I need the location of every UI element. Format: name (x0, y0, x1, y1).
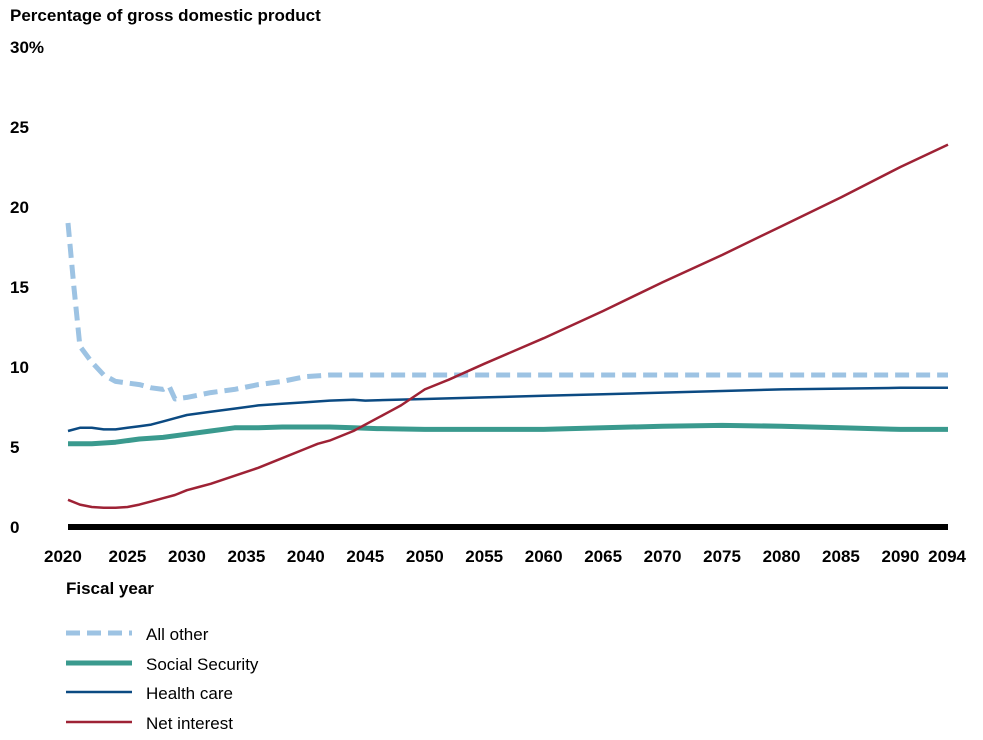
y-tick-label: 10 (10, 358, 29, 377)
x-tick-label: 2025 (109, 547, 147, 566)
x-tick-label: 2045 (346, 547, 384, 566)
x-tick-label: 2080 (763, 547, 801, 566)
x-tick-label: 2094 (928, 547, 966, 566)
legend-label: All other (146, 625, 209, 644)
x-tick-label: 2055 (465, 547, 503, 566)
x-tick-label: 2050 (406, 547, 444, 566)
x-tick-label: 2020 (44, 547, 82, 566)
series-layer (65, 143, 949, 510)
x-tick-label: 2070 (644, 547, 682, 566)
y-tick-label: 25 (10, 118, 29, 137)
series-line-all-other (65, 222, 948, 402)
series-line-social-security (68, 422, 948, 447)
x-tick-label: 2085 (822, 547, 860, 566)
x-tick-label: 2065 (584, 547, 622, 566)
x-tick-label: 2060 (525, 547, 563, 566)
series-line-net-interest (67, 143, 949, 510)
x-tick-label: 2030 (168, 547, 206, 566)
y-tick-label: 30% (10, 38, 44, 57)
y-axis-title: Percentage of gross domestic product (10, 6, 321, 25)
series-line-health-care (67, 386, 948, 433)
y-axis-ticks: 0 5 10 15 20 25 30% (10, 38, 44, 537)
legend-swatch (66, 630, 132, 636)
x-tick-label: 2075 (703, 547, 741, 566)
x-tick-label: 2090 (882, 547, 920, 566)
legend-swatch (66, 720, 132, 723)
x-tick-label: 2040 (287, 547, 325, 566)
y-tick-label: 0 (10, 518, 19, 537)
y-tick-label: 15 (10, 278, 29, 297)
x-axis-title: Fiscal year (66, 579, 154, 598)
x-axis-ticks: 2020 2025 2030 2035 2040 2045 2050 2055 2060 2065… (44, 547, 967, 566)
legend-label: Health care (146, 684, 233, 703)
legend-label: Net interest (146, 713, 233, 733)
legend-swatch (66, 660, 132, 665)
y-tick-label: 20 (10, 198, 29, 217)
x-tick-label: 2035 (227, 547, 265, 566)
legend-label: Social Security (146, 654, 259, 674)
y-tick-label: 5 (10, 438, 19, 457)
legend-swatch (66, 690, 132, 694)
